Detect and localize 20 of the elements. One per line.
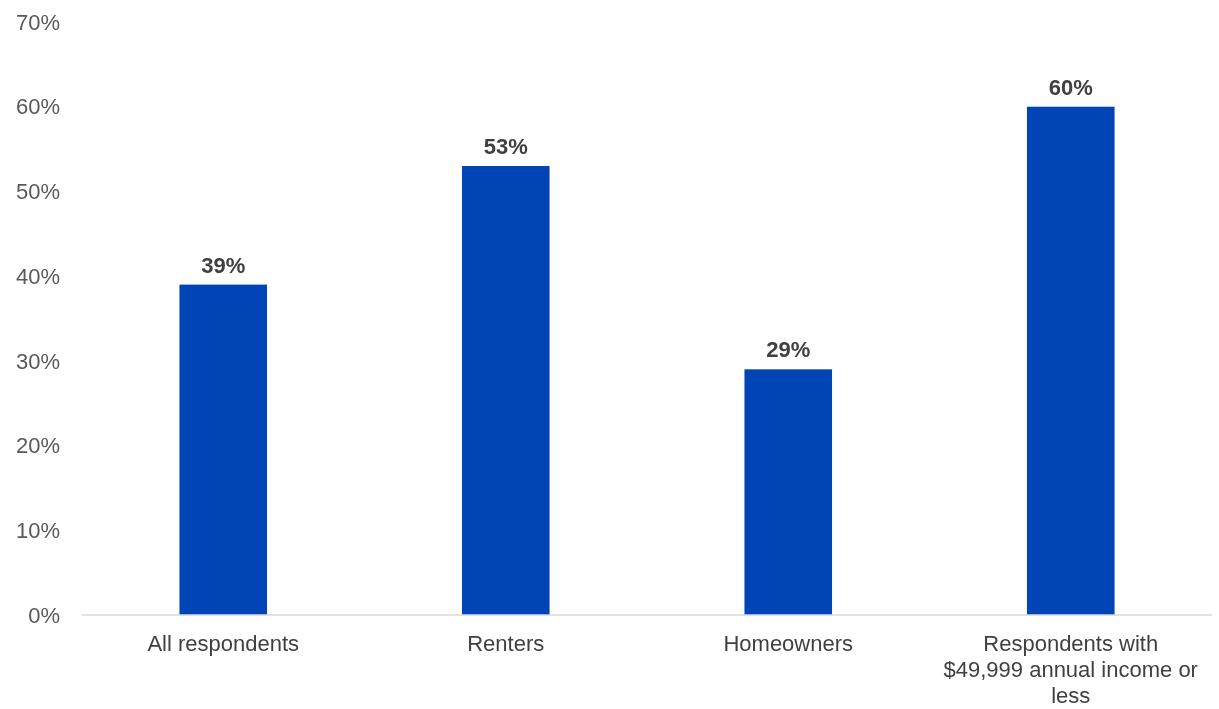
bar bbox=[179, 284, 268, 615]
y-tick-label: 70% bbox=[15, 9, 60, 35]
data-label: 39% bbox=[201, 252, 246, 278]
y-tick-label: 50% bbox=[15, 179, 60, 205]
bar bbox=[461, 166, 550, 615]
x-tick-label: Renters bbox=[467, 631, 545, 656]
data-label: 60% bbox=[1048, 74, 1093, 100]
data-label: 53% bbox=[483, 134, 528, 160]
y-tick-label: 10% bbox=[15, 517, 60, 543]
y-tick-label: 40% bbox=[15, 263, 60, 289]
y-tick-label: 20% bbox=[15, 433, 60, 459]
x-tick-label: All respondents bbox=[147, 631, 300, 656]
y-tick-label: 60% bbox=[15, 94, 60, 120]
x-tick-label: Homeowners bbox=[723, 631, 854, 656]
y-tick-label: 0% bbox=[28, 602, 60, 628]
data-label: 29% bbox=[766, 337, 811, 363]
bar bbox=[744, 369, 833, 615]
y-tick-label: 30% bbox=[15, 348, 60, 374]
bar bbox=[1026, 106, 1115, 615]
x-tick-label: Respondents with $49,999 annual income or less bbox=[943, 631, 1198, 708]
